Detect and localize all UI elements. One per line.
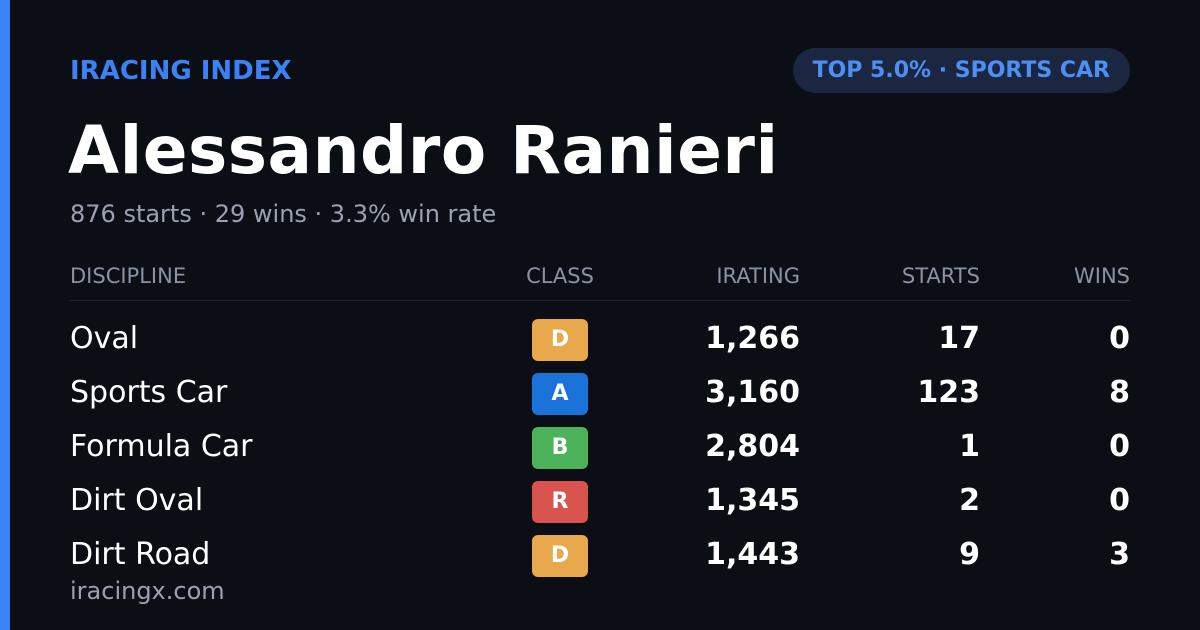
discipline-cell: Formula Car	[70, 429, 253, 464]
irating-cell: 1,443	[705, 537, 800, 572]
wins-cell: 0	[1109, 429, 1130, 464]
column-header: CLASS	[526, 264, 594, 288]
starts-cell: 2	[959, 483, 980, 518]
class-badge: B	[532, 427, 588, 469]
irating-cell: 1,345	[705, 483, 800, 518]
wins-cell: 8	[1109, 375, 1130, 410]
column-header: STARTS	[901, 264, 980, 288]
discipline-cell: Dirt Road	[70, 537, 211, 572]
irating-cell: 2,804	[705, 429, 800, 464]
wins-cell: 0	[1109, 483, 1130, 518]
wins-cell: 3	[1109, 537, 1130, 572]
column-header: WINS	[1074, 264, 1130, 288]
irating-cell: 3,160	[705, 375, 800, 410]
starts-cell: 123	[917, 375, 980, 410]
accent-strip	[0, 0, 10, 630]
wins-cell: 0	[1109, 321, 1130, 356]
player-name: Alessandro Ranieri	[68, 112, 779, 189]
class-badge: D	[532, 535, 588, 577]
discipline-cell: Oval	[70, 321, 139, 356]
class-badge: A	[532, 373, 588, 415]
class-badge: R	[532, 481, 588, 523]
starts-cell: 1	[959, 429, 980, 464]
column-header: DISCIPLINE	[70, 264, 187, 288]
discipline-cell: Dirt Oval	[70, 483, 204, 518]
class-badge: D	[532, 319, 588, 361]
irating-cell: 1,266	[705, 321, 800, 356]
column-header: IRATING	[716, 264, 800, 288]
starts-cell: 17	[938, 321, 980, 356]
site-url: iracingx.com	[70, 577, 225, 605]
header-rule	[70, 300, 1130, 301]
discipline-cell: Sports Car	[70, 375, 228, 410]
starts-cell: 9	[959, 537, 980, 572]
brand: IRACING INDEX	[70, 56, 292, 86]
rank-badge: TOP 5.0% · SPORTS CAR	[792, 48, 1130, 93]
player-summary: 876 starts · 29 wins · 3.3% win rate	[70, 200, 497, 228]
